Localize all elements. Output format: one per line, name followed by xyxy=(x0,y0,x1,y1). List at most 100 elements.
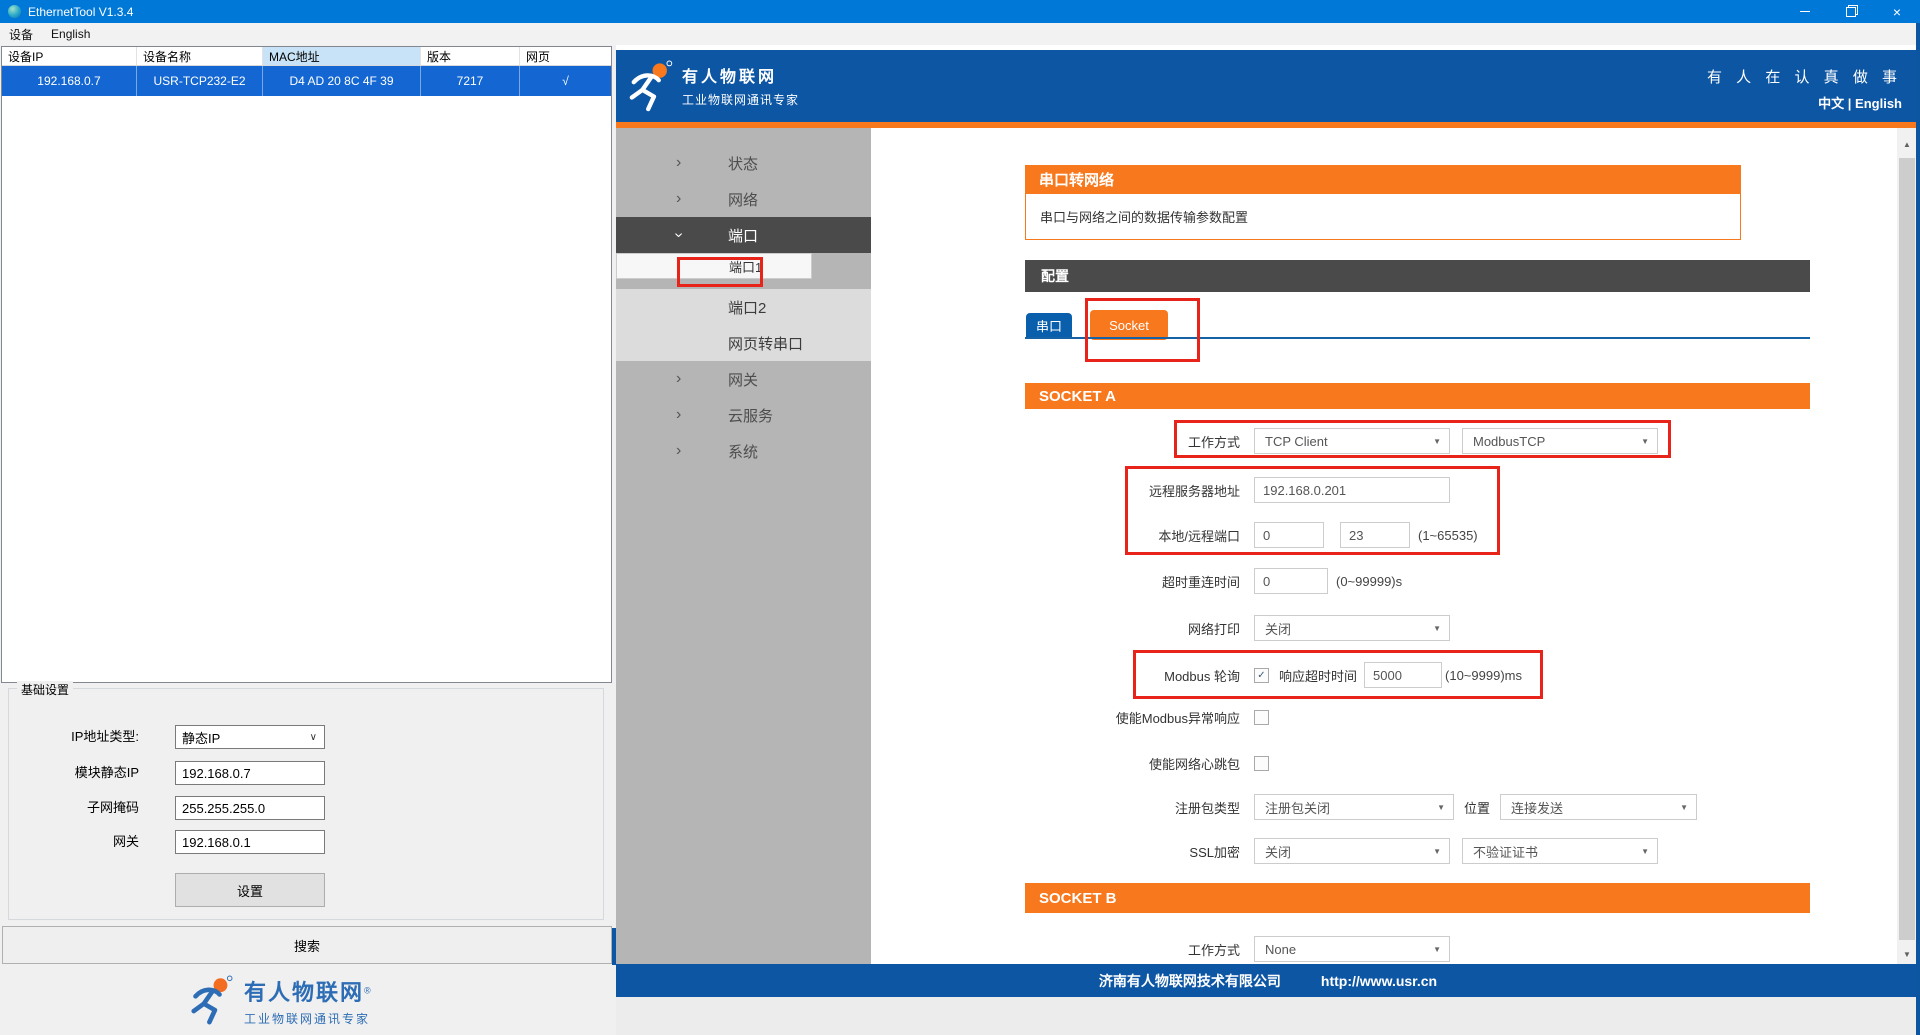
socket-b-header: SOCKET B xyxy=(1025,883,1810,913)
sidebar-item-port1[interactable]: 端口1 xyxy=(616,253,812,279)
heartbeat-checkbox[interactable] xyxy=(1254,755,1269,771)
modbus-exception-label: 使能Modbus异常响应 xyxy=(1115,710,1240,726)
sidebar-item-cloud[interactable]: › 云服务 xyxy=(676,406,774,425)
logo-brand-text: 有人物联网 xyxy=(244,980,365,1005)
close-icon: × xyxy=(1892,3,1902,20)
logo-tagline: 工业物联网通讯专家 xyxy=(244,1012,371,1026)
socket-b-work-mode-label: 工作方式 xyxy=(1187,942,1240,958)
sidebar-item-status[interactable]: › 状态 xyxy=(676,154,759,173)
column-header-device-name[interactable]: 设备名称 xyxy=(137,47,263,65)
set-button[interactable]: 设置 xyxy=(175,873,325,907)
gateway-label: 网关 xyxy=(112,834,139,849)
device-row[interactable]: 192.168.0.7 USR-TCP232-E2 D4 AD 20 8C 4F… xyxy=(2,66,611,96)
ip-type-value: 静态IP xyxy=(182,730,221,746)
modbus-timeout-input[interactable] xyxy=(1364,662,1443,688)
regpkt-type-select[interactable]: 注册包关闭 ▼ xyxy=(1254,794,1454,820)
ssl-select[interactable]: 关闭 ▼ xyxy=(1254,838,1450,864)
column-header-webpage[interactable]: 网页 xyxy=(526,49,551,64)
work-mode-select[interactable]: TCP Client ▼ xyxy=(1254,428,1450,454)
regpkt-label: 注册包类型 xyxy=(1174,800,1240,816)
sidebar-item-system[interactable]: › 系统 xyxy=(676,442,759,461)
tab-socket[interactable]: Socket xyxy=(1090,310,1168,340)
sidebar-item-web-to-serial[interactable]: 网页转串口 xyxy=(616,325,871,361)
language-switch: 中文 | English xyxy=(1818,93,1902,112)
lang-zh-link[interactable]: 中文 xyxy=(1818,96,1845,111)
column-header-mac[interactable]: MAC地址 xyxy=(263,47,421,65)
sidebar-item-gateway[interactable]: › 网关 xyxy=(676,370,759,389)
work-mode-protocol-select[interactable]: ModbusTCP ▼ xyxy=(1462,428,1658,454)
ports-label: 本地/远程端口 xyxy=(1158,528,1240,544)
close-button[interactable]: × xyxy=(1874,0,1920,23)
restore-button[interactable] xyxy=(1828,0,1874,23)
basic-settings-title: 基础设置 xyxy=(17,681,74,698)
tab-underline xyxy=(1025,337,1810,339)
web-brand: 有人物联网 xyxy=(682,69,778,86)
chevron-right-icon: › xyxy=(676,406,682,423)
menu-english[interactable]: English xyxy=(51,27,91,41)
footer-url-link[interactable]: http://www.usr.cn xyxy=(1320,972,1438,989)
remote-server-label: 远程服务器地址 xyxy=(1148,483,1240,499)
sidebar-item-port[interactable]: › 端口 xyxy=(616,217,871,253)
webpage-check-cell: √ xyxy=(562,74,569,88)
web-header: 有人物联网 工业物联网通讯专家 有 人 在 认 真 做 事 中文 | Engli… xyxy=(616,50,1920,122)
network-print-label: 网络打印 xyxy=(1187,621,1240,637)
page-title: 串口转网络 xyxy=(1025,165,1741,193)
menu-device[interactable]: 设备 xyxy=(9,27,34,42)
ssl-verify-select[interactable]: 不验证证书 ▼ xyxy=(1462,838,1658,864)
tab-serial[interactable]: 串口 xyxy=(1026,313,1072,338)
modbus-poll-label: Modbus 轮询 xyxy=(1164,668,1240,684)
ip-type-select[interactable]: 静态IP ∨ xyxy=(175,725,325,749)
restore-icon xyxy=(1846,6,1856,17)
sidebar-nav: › 状态 › 网络 › 端口 端口1 端口2 网页转串口 › 网关 xyxy=(616,128,871,964)
search-button[interactable]: 搜索 xyxy=(2,926,612,964)
ssl-label: SSL加密 xyxy=(1189,844,1240,860)
scrollbar-thumb[interactable] xyxy=(1899,158,1915,940)
dropdown-arrow-icon: ▼ xyxy=(1433,846,1441,856)
remote-port-input[interactable] xyxy=(1340,522,1410,548)
column-header-version[interactable]: 版本 xyxy=(421,47,520,65)
minimize-button[interactable] xyxy=(1782,0,1828,23)
gateway-input[interactable] xyxy=(175,830,325,854)
web-logo-mark xyxy=(629,60,673,112)
device-version-cell: 7217 xyxy=(421,66,520,96)
device-mac-cell: D4 AD 20 8C 4F 39 xyxy=(263,66,421,96)
socket-a-header: SOCKET A xyxy=(1025,383,1810,409)
vertical-scrollbar[interactable]: ▲ ▼ xyxy=(1897,128,1917,964)
regpkt-position-label: 位置 xyxy=(1464,800,1491,816)
usr-logo: 有人物联网® 工业物联网通讯专家 xyxy=(190,975,371,1027)
chevron-right-icon: › xyxy=(676,442,682,459)
dropdown-arrow-icon: ▼ xyxy=(1433,436,1441,446)
window-title: EthernetTool V1.3.4 xyxy=(28,4,134,19)
device-name-cell: USR-TCP232-E2 xyxy=(137,66,263,96)
title-bar: EthernetTool V1.3.4 × xyxy=(0,0,1920,23)
reconnect-timeout-input[interactable] xyxy=(1254,568,1328,594)
static-ip-input[interactable] xyxy=(175,761,325,785)
subnet-mask-input[interactable] xyxy=(175,796,325,820)
modbus-poll-checkbox[interactable]: ✓ xyxy=(1254,667,1269,683)
regpkt-position-select[interactable]: 连接发送 ▼ xyxy=(1500,794,1698,820)
remote-server-address-input[interactable] xyxy=(1254,477,1450,503)
registered-mark: ® xyxy=(364,985,371,996)
footer-lower-area xyxy=(616,997,1920,1035)
modbus-exception-checkbox[interactable] xyxy=(1254,709,1269,725)
menu-bar: 设备 English xyxy=(0,23,1920,45)
header-orange-strip xyxy=(616,122,1920,128)
dropdown-arrow-icon: ▼ xyxy=(1680,802,1689,812)
local-port-input[interactable] xyxy=(1254,522,1324,548)
column-header-device-ip[interactable]: 设备IP xyxy=(2,47,137,65)
lang-en-link[interactable]: English xyxy=(1855,96,1902,111)
sidebar-item-network[interactable]: › 网络 xyxy=(676,190,759,209)
chevron-right-icon: › xyxy=(676,154,682,171)
minimize-icon xyxy=(1800,11,1810,12)
window-accent-border xyxy=(1916,23,1920,1035)
scroll-up-icon[interactable]: ▲ xyxy=(1903,139,1911,149)
sidebar-item-port2[interactable]: 端口2 xyxy=(616,289,871,325)
web-footer: 济南有人物联网技术有限公司 http://www.usr.cn xyxy=(616,964,1920,997)
network-print-select[interactable]: 关闭 ▼ xyxy=(1254,615,1450,641)
page-description: 串口与网络之间的数据传输参数配置 xyxy=(1025,193,1741,240)
scroll-down-icon[interactable]: ▼ xyxy=(1903,949,1911,959)
combo-chevron-icon: ∨ xyxy=(309,731,317,743)
socket-b-work-mode-select[interactable]: None ▼ xyxy=(1254,936,1450,962)
modbus-timeout-hint: (10~9999)ms xyxy=(1445,667,1522,683)
